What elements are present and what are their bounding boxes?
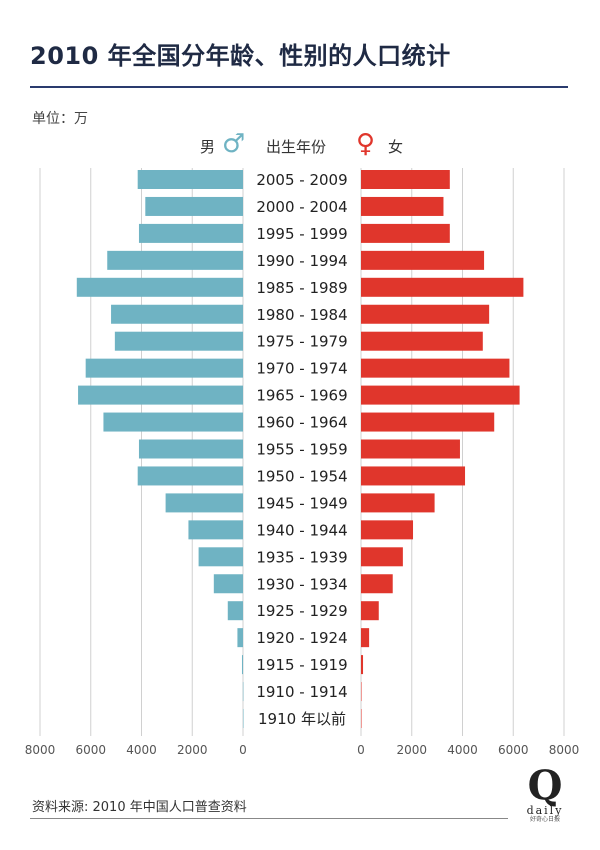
male-bar — [165, 493, 243, 513]
birth-year-label: 1910 年以前 — [258, 710, 346, 728]
birth-year-label: 2000 - 2004 — [256, 198, 347, 216]
male-bar — [213, 574, 243, 594]
female-bar — [361, 709, 362, 728]
female-bar — [361, 574, 393, 594]
male-bar — [145, 196, 243, 216]
birth-year-label: 1970 - 1974 — [256, 360, 347, 378]
female-axis-tick: 2000 — [396, 743, 427, 757]
birth-year-label: 1945 - 1949 — [256, 494, 347, 512]
male-bar — [138, 439, 243, 459]
logo-tagline: 好奇心日报 — [529, 816, 560, 823]
birth-year-label: 1990 - 1994 — [256, 252, 347, 270]
male-axis-tick: 0 — [239, 743, 247, 757]
male-bar — [78, 385, 243, 405]
female-bar — [361, 277, 524, 297]
female-bar — [361, 331, 483, 351]
male-bar — [85, 358, 243, 378]
female-axis-tick: 8000 — [549, 743, 580, 757]
legend-female-label: 女 — [388, 138, 404, 156]
male-bar — [111, 304, 243, 324]
female-axis-tick: 0 — [357, 743, 365, 757]
female-bar — [361, 170, 450, 189]
birth-year-label: 1980 - 1984 — [256, 306, 347, 324]
female-bar — [361, 358, 510, 378]
birth-year-label: 1955 - 1959 — [256, 441, 347, 459]
chart-title: 2010 年全国分年龄、性别的人口统计 — [30, 42, 451, 70]
male-bar — [137, 466, 243, 486]
female-bar — [361, 304, 490, 324]
female-axis-tick: 6000 — [498, 743, 529, 757]
male-bar — [227, 601, 243, 621]
birth-year-label: 1965 - 1969 — [256, 387, 347, 405]
male-bar — [103, 412, 243, 432]
male-bar — [237, 628, 243, 648]
male-bar — [242, 709, 244, 728]
birth-year-label: 1910 - 1914 — [256, 683, 347, 701]
female-bar — [361, 412, 495, 432]
male-bar — [114, 331, 243, 351]
female-bar — [361, 250, 485, 270]
legend-male-label: 男 — [200, 138, 216, 156]
female-bar — [361, 385, 520, 405]
birth-year-label: 1950 - 1954 — [256, 467, 347, 485]
birth-year-label: 1985 - 1989 — [256, 279, 347, 297]
logo-mark: Q — [527, 762, 563, 809]
male-axis-tick: 2000 — [177, 743, 208, 757]
birth-year-label: 1925 - 1929 — [256, 602, 347, 620]
qdaily-logo: Q daily 好奇心日报 — [520, 766, 570, 824]
female-bar — [361, 439, 460, 459]
male-axis-tick: 8000 — [25, 743, 56, 757]
female-bar — [361, 628, 370, 648]
female-bar — [361, 223, 450, 243]
birth-year-label: 1960 - 1964 — [256, 414, 347, 432]
female-bar — [361, 520, 414, 540]
source-note: 资料来源: 2010 年中国人口普查资料 — [32, 800, 247, 815]
legend-center-label: 出生年份 — [266, 138, 327, 156]
male-bar — [241, 655, 243, 675]
male-bar — [76, 277, 243, 297]
male-bar — [137, 170, 243, 189]
birth-year-label: 1940 - 1944 — [256, 521, 347, 539]
male-bar — [107, 250, 244, 270]
birth-year-label: 1995 - 1999 — [256, 225, 347, 243]
female-bar — [361, 196, 444, 216]
birth-year-label: 1935 - 1939 — [256, 548, 347, 566]
female-bar — [361, 601, 379, 621]
female-bar — [361, 466, 466, 486]
birth-year-label: 1975 - 1979 — [256, 333, 347, 351]
unit-label: 单位：万 — [32, 111, 88, 127]
male-bar — [138, 223, 243, 243]
footer-divider — [30, 818, 508, 819]
birth-year-label: 2005 - 2009 — [256, 171, 347, 189]
title-divider — [30, 86, 568, 88]
male-bar — [242, 682, 244, 702]
birth-year-label: 1930 - 1934 — [256, 575, 347, 593]
female-bar — [361, 547, 403, 567]
legend: 男 ♂ 出生年份 ♀ 女 — [0, 129, 600, 159]
male-bar — [198, 547, 243, 567]
female-bar — [361, 493, 435, 513]
male-symbol-icon: ♂ — [222, 129, 246, 159]
male-axis-tick: 4000 — [126, 743, 157, 757]
male-bar — [188, 520, 243, 540]
male-axis-tick: 6000 — [75, 743, 106, 757]
birth-year-label: 1920 - 1924 — [256, 629, 347, 647]
female-bar — [361, 655, 364, 675]
female-axis-tick: 4000 — [447, 743, 478, 757]
female-symbol-icon: ♀ — [356, 129, 376, 159]
female-bar — [361, 682, 362, 702]
birth-year-label: 1915 - 1919 — [256, 656, 347, 674]
logo-word: daily — [526, 804, 564, 817]
population-pyramid-chart: 2005 - 2009 2000 - 2004 1995 - 1999 1990 - … — [25, 168, 580, 757]
